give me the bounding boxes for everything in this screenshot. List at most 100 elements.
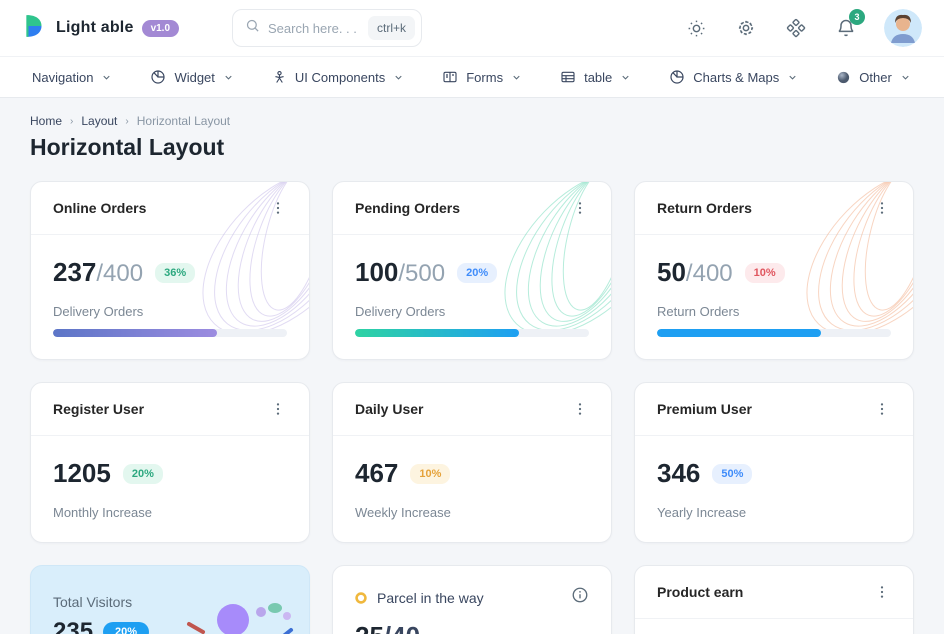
breadcrumb-home[interactable]: Home [30,114,63,128]
stat-label: Delivery Orders [355,304,446,319]
menu-label: Navigation [32,69,94,85]
version-badge: v1.0 [141,19,180,37]
breadcrumb-separator: › [125,115,129,127]
search-icon [245,18,260,38]
parcel-value: 25 [355,621,384,634]
progress-fill [657,329,821,337]
progress-bar [657,329,891,337]
chevron-down-icon [395,75,402,80]
menu-item-other[interactable]: Other [836,70,911,85]
card-title: Return Orders [657,200,752,216]
stat-value: 100 [355,257,399,287]
kebab-menu-icon[interactable] [873,199,891,217]
percent-badge: 20% [457,262,498,283]
brand-logo-icon [22,13,48,44]
percent-badge: 50% [712,463,753,484]
card-daily-user: Daily User 467 10% Weekly Increase [332,382,612,543]
stat-label: Yearly Increase [657,505,747,520]
card-title: Product earn [657,584,744,600]
brand-name: Light able [56,19,134,36]
kebab-menu-icon[interactable] [571,199,589,217]
card-parcel: Parcel in the way 25/40 +15% last month [332,565,612,634]
kebab-menu-icon[interactable] [873,400,891,418]
chevron-down-icon [225,75,232,80]
stat-value: 50 [657,257,686,287]
progress-bar [355,329,589,337]
info-icon[interactable] [571,586,589,609]
chevron-down-icon [622,75,629,80]
card-title: Daily User [355,401,424,417]
chevron-down-icon [513,75,520,80]
search-box[interactable]: ctrl+k [232,9,422,47]
notifications-bell-icon[interactable]: 3 [834,9,865,40]
card-product-earn: Product earn Sale Product [634,565,914,634]
progress-fill [53,329,217,337]
stat-label: Return Orders [657,304,740,319]
search-shortcut: ctrl+k [367,16,415,40]
menu-item-ui-components[interactable]: UI Components [272,70,404,85]
pie-chart-icon [151,70,166,84]
page-content: Home › Layout › Horizontal Layout Horizo… [0,98,944,634]
card-title: Online Orders [53,200,147,216]
card-title: Premium User [657,401,752,417]
progress-fill [355,329,519,337]
stat-label: Delivery Orders [53,304,144,319]
topbar: Light able v1.0 ctrl+k [0,0,944,56]
chevron-down-icon [789,75,796,80]
card-pending-orders: Pending Orders 100/500 20% Delivery Orde… [332,181,612,360]
chevron-down-icon [103,75,111,80]
kebab-menu-icon[interactable] [873,583,891,601]
pie-chart-icon [670,70,684,84]
percent-badge: 10% [744,262,785,283]
visitors-value: 235 [53,618,94,634]
form-window-icon [443,71,457,83]
kebab-menu-icon[interactable] [571,400,589,418]
people-3d-illustration [149,594,299,634]
card-register-user: Register User 1205 20% Monthly Increase [30,382,310,543]
stat-label: Monthly Increase [53,505,152,520]
stat-total: /400 [96,260,144,287]
brand: Light able v1.0 [22,13,232,44]
visitors-label: Total Visitors [53,594,133,610]
menu-item-charts-maps[interactable]: Charts & Maps [669,69,798,85]
percent-badge: 20% [122,463,163,484]
percent-badge: 10% [410,463,451,484]
search-input[interactable] [268,20,360,36]
menu-label: Widget [174,69,215,85]
stat-total: /500 [398,260,446,287]
visitors-percent-badge: 20% [103,622,150,634]
menu-label: Charts & Maps [693,69,780,85]
parcel-total: /40 [384,621,420,634]
percent-badge: 36% [155,262,196,283]
card-online-orders: Online Orders 237/400 36% Delivery Order… [30,181,310,360]
theme-sun-icon[interactable] [684,16,708,40]
stat-value: 237 [53,257,97,287]
kebab-menu-icon[interactable] [269,400,287,418]
chevron-down-icon [902,75,909,80]
kebab-menu-icon[interactable] [269,199,287,217]
card-title: Register User [53,401,145,417]
menu-item-widget[interactable]: Widget [150,69,233,85]
menu-item-table[interactable]: table [560,69,631,85]
sphere-icon [838,71,850,83]
stat-total: /400 [685,260,733,287]
cards-grid: Online Orders 237/400 36% Delivery Order… [30,181,914,634]
card-return-orders: Return Orders 50/400 10% Return Orders [634,181,914,360]
apps-grid-icon[interactable] [784,16,808,40]
menu-label: UI Components [294,69,386,85]
stat-value: 467 [355,458,399,488]
menu-item-forms[interactable]: Forms [442,69,522,85]
breadcrumb: Home › Layout › Horizontal Layout [30,114,914,128]
menu-label: Other [859,69,892,85]
menu-item-navigation[interactable]: Navigation [32,70,112,85]
settings-gear-icon[interactable] [734,16,758,40]
person-star-icon [275,70,284,83]
menu-label: Forms [466,69,504,85]
breadcrumb-layout[interactable]: Layout [81,114,118,128]
parcel-title: Parcel in the way [377,589,484,606]
stat-value: 1205 [53,458,111,488]
main-menubar: Navigation Widget UI Components Forms ta… [0,56,944,98]
stat-label: Weekly Increase [355,505,451,520]
user-avatar[interactable] [884,9,922,47]
breadcrumb-current: Horizontal Layout [136,114,231,128]
